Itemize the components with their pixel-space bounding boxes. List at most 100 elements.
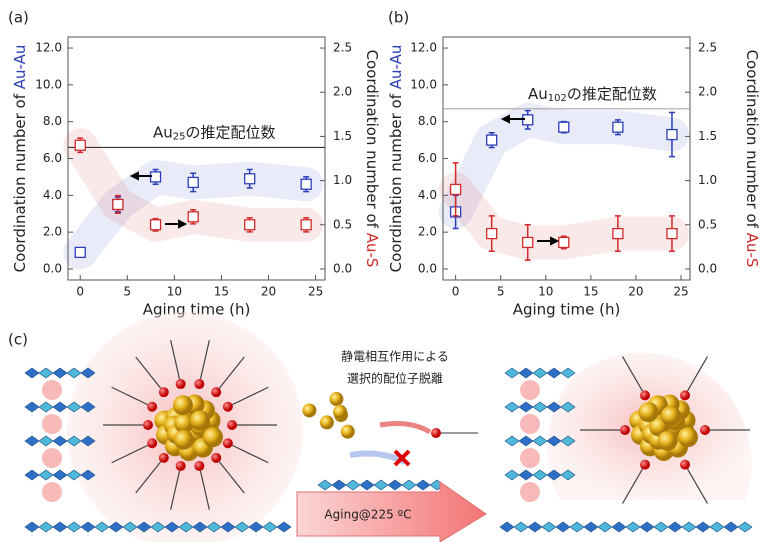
y-tick-label: 6.0 bbox=[43, 151, 62, 165]
marker bbox=[451, 184, 461, 194]
octahedron bbox=[416, 480, 430, 490]
octahedron bbox=[533, 368, 547, 378]
x-tick-label: 0 bbox=[452, 285, 460, 299]
marker bbox=[75, 140, 85, 150]
oxygen-atom bbox=[159, 453, 169, 463]
y2-tick-label: 1.0 bbox=[698, 173, 717, 187]
marker bbox=[188, 177, 198, 187]
marker bbox=[559, 237, 569, 247]
oxygen-atom bbox=[194, 379, 204, 389]
octahedron bbox=[570, 522, 584, 532]
marker bbox=[487, 229, 497, 239]
annotation-sub: 102 bbox=[548, 93, 567, 104]
octahedron bbox=[547, 368, 561, 378]
octahedron bbox=[519, 402, 533, 412]
trend-band bbox=[456, 120, 672, 212]
marker bbox=[613, 229, 623, 239]
cation bbox=[42, 482, 62, 502]
gold-atom bbox=[190, 410, 210, 430]
octahedron bbox=[519, 470, 533, 480]
octahedron bbox=[360, 480, 374, 490]
y2-tick-label: 2.0 bbox=[333, 85, 352, 99]
gold-atom bbox=[203, 427, 223, 447]
marker bbox=[151, 172, 161, 182]
octahedron bbox=[318, 480, 332, 490]
octahedron bbox=[710, 522, 724, 532]
cation bbox=[520, 448, 540, 468]
y2-axis-label: Coordination number of Au-S bbox=[364, 50, 382, 268]
octahedron bbox=[53, 402, 67, 412]
oxygen-atom bbox=[700, 425, 710, 435]
cation bbox=[520, 414, 540, 434]
octahedron bbox=[640, 522, 654, 532]
marker bbox=[245, 174, 255, 184]
y-tick-label: 8.0 bbox=[43, 114, 62, 128]
annotation: Au102の推定配位数 bbox=[528, 84, 657, 104]
marker bbox=[75, 247, 85, 257]
arrow bbox=[380, 424, 430, 432]
octahedron bbox=[39, 522, 53, 532]
gold-atom bbox=[658, 431, 678, 451]
y-axis-label: Coordination number of Au-Au bbox=[387, 45, 405, 273]
gold-atom bbox=[333, 405, 347, 419]
octahedron bbox=[25, 522, 39, 532]
marker bbox=[188, 212, 198, 222]
octahedron bbox=[388, 480, 402, 490]
octahedron bbox=[612, 522, 626, 532]
octahedron bbox=[263, 522, 277, 532]
octahedron bbox=[53, 522, 67, 532]
oxygen-atom bbox=[620, 425, 630, 435]
annotation-base: Au bbox=[153, 123, 173, 141]
octahedron bbox=[668, 522, 682, 532]
y-tick-label: 2.0 bbox=[43, 225, 62, 239]
oxygen-atom bbox=[227, 420, 237, 430]
y2-tick-label: 0.5 bbox=[333, 217, 352, 231]
y-axis-label-species: Au-Au bbox=[387, 45, 405, 90]
octahedron bbox=[25, 470, 39, 480]
annotation-sub: 25 bbox=[173, 131, 186, 142]
octahedron bbox=[556, 522, 570, 532]
y-axis-label-text: Coordination number of bbox=[11, 93, 29, 272]
y2-tick-label: 0.0 bbox=[333, 261, 352, 275]
oxygen-atom bbox=[223, 402, 233, 412]
marker bbox=[523, 237, 533, 247]
marker bbox=[667, 130, 677, 140]
panel-label: (c) bbox=[8, 331, 28, 349]
y2-axis-label: Coordination number of Au-S bbox=[744, 50, 762, 268]
octahedron bbox=[519, 436, 533, 446]
annotation: Au25の推定配位数 bbox=[153, 123, 276, 143]
cation bbox=[520, 482, 540, 502]
octahedron bbox=[584, 522, 598, 532]
panel-label: (b) bbox=[388, 9, 409, 27]
oxygen-atom bbox=[640, 460, 650, 470]
oxygen-atom bbox=[159, 387, 169, 397]
octahedron bbox=[682, 522, 696, 532]
y-tick-label: 0.0 bbox=[418, 261, 437, 275]
gold-atom bbox=[329, 392, 343, 406]
oxygen-atom bbox=[211, 453, 221, 463]
marker bbox=[559, 122, 569, 132]
gold-atom bbox=[173, 395, 193, 415]
octahedron bbox=[67, 522, 81, 532]
octahedron bbox=[505, 402, 519, 412]
octahedron bbox=[505, 470, 519, 480]
octahedron bbox=[654, 522, 668, 532]
y2-tick-label: 2.5 bbox=[698, 41, 717, 55]
y-tick-label: 8.0 bbox=[418, 114, 437, 128]
charts: (a)0.02.04.06.08.010.012.00.00.51.01.52.… bbox=[8, 9, 762, 319]
y-axis-label: Coordination number of Au-Au bbox=[11, 45, 29, 273]
marker bbox=[667, 229, 677, 239]
gold-atom bbox=[341, 425, 355, 439]
octahedron bbox=[519, 368, 533, 378]
y2-axis-label-text: Coordination number of bbox=[364, 50, 382, 229]
panel-label: (a) bbox=[8, 9, 29, 27]
octahedron bbox=[53, 436, 67, 446]
cation bbox=[42, 448, 62, 468]
atom bbox=[431, 428, 441, 438]
y2-axis-label-species: Au-S bbox=[364, 233, 382, 268]
oxygen-atom bbox=[640, 390, 650, 400]
y-axis-label-text: Coordination number of bbox=[387, 93, 405, 272]
x-tick-label: 15 bbox=[214, 285, 229, 299]
octahedron bbox=[346, 480, 360, 490]
oxygen-atom bbox=[223, 438, 233, 448]
